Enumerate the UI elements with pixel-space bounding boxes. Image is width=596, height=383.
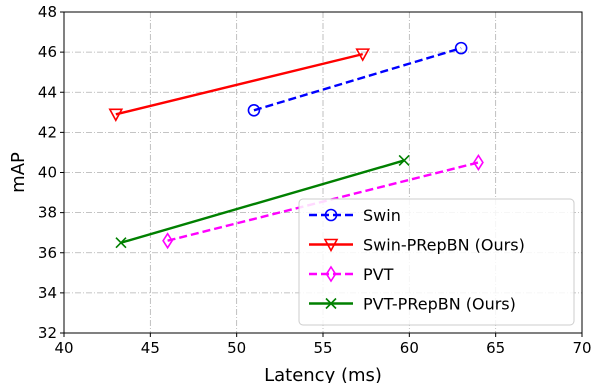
series-0 (247, 41, 468, 117)
ticks: 40 45 50 55 60 65 70 32 34 36 38 40 42 44 46 48 (38, 3, 592, 357)
series-line (120, 159, 405, 244)
y-tick-label: 46 (38, 43, 57, 61)
data-point (355, 48, 371, 62)
series-1 (108, 48, 371, 122)
x-tick-label: 40 (54, 339, 73, 357)
data-point (454, 41, 468, 55)
y-tick-label: 42 (38, 123, 57, 141)
x-tick-label: 70 (572, 339, 591, 357)
data-point (162, 232, 174, 250)
data-point (115, 237, 127, 249)
legend-marker (325, 265, 337, 283)
x-tick-label: 65 (486, 339, 505, 357)
legend-marker (323, 238, 339, 253)
legend-marker (325, 297, 337, 310)
y-tick-label: 44 (38, 83, 57, 101)
series-3 (115, 154, 410, 249)
legend-label: PVT-PRepBN (Ours) (363, 295, 516, 314)
y-tick-label: 32 (38, 324, 57, 342)
x-tick-label: 55 (313, 339, 332, 357)
y-tick-label: 36 (38, 244, 57, 262)
legend: Swin Swin-PRepBN (Ours) PVT PVT-PRepBN (Our… (298, 198, 575, 326)
data-point (398, 154, 410, 167)
series-line (253, 46, 462, 112)
data-point (472, 153, 484, 171)
series-line (115, 52, 363, 116)
legend-box (298, 198, 575, 326)
x-axis-label: Latency (ms) (264, 365, 382, 383)
x-tick-label: 45 (141, 339, 160, 357)
x-tick-label: 60 (400, 339, 419, 357)
data-point (108, 108, 124, 122)
legend-label: Swin-PRepBN (Ours) (363, 236, 525, 255)
y-tick-label: 48 (38, 3, 57, 21)
y-tick-label: 40 (38, 164, 57, 182)
x-tick-label: 50 (227, 339, 246, 357)
data-point (247, 104, 261, 117)
legend-marker (324, 208, 338, 222)
y-axis-label: mAP (8, 152, 29, 193)
legend-label: PVT (363, 265, 394, 284)
legend-label: Swin (363, 206, 401, 225)
y-tick-label: 38 (38, 204, 57, 222)
y-tick-label: 34 (38, 284, 57, 302)
